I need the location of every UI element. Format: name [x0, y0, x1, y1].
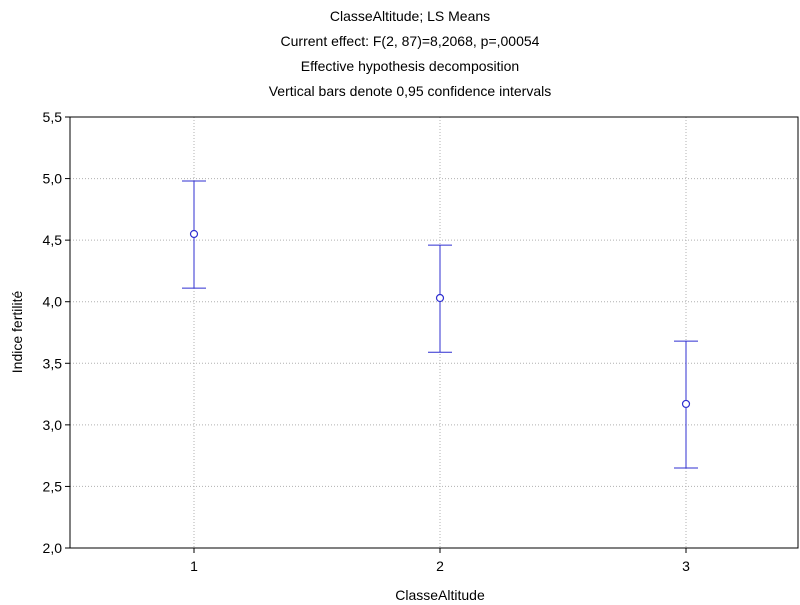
y-tick-label: 5,0	[43, 171, 63, 187]
x-tick-label: 3	[682, 558, 690, 574]
x-tick-label: 2	[436, 558, 444, 574]
mean-point-2	[435, 293, 445, 303]
y-tick-label: 4,5	[43, 232, 63, 248]
title-line-1: ClasseAltitude; LS Means	[330, 8, 490, 24]
y-tick-label: 5,5	[43, 109, 63, 125]
y-axis-ticks: 2,0 2,5 3,0 3,5 4,0 4,5 5,0 5,5	[43, 109, 70, 556]
y-tick-label: 3,5	[43, 355, 63, 371]
x-axis-label: ClasseAltitude	[395, 587, 485, 603]
y-tick-label: 4,0	[43, 294, 63, 310]
x-tick-label: 1	[190, 558, 198, 574]
plot-frame	[69, 116, 799, 549]
y-axis-label: Indice fertilité	[9, 291, 25, 374]
mean-point-3	[681, 399, 691, 409]
series-marks	[182, 180, 698, 469]
chart-title: ClasseAltitude; LS Means Current effect:…	[269, 8, 552, 99]
title-line-3: Effective hypothesis decomposition	[301, 58, 519, 74]
grid-lines	[70, 117, 798, 548]
title-line-2: Current effect: F(2, 87)=8,2068, p=,0005…	[281, 33, 540, 49]
y-tick-label: 3,0	[43, 417, 63, 433]
y-tick-label: 2,0	[43, 540, 63, 556]
title-line-4: Vertical bars denote 0,95 confidence int…	[269, 83, 552, 99]
mean-point-1	[189, 229, 199, 239]
y-tick-label: 2,5	[43, 478, 63, 494]
x-axis-ticks: 1 2 3	[190, 548, 690, 574]
